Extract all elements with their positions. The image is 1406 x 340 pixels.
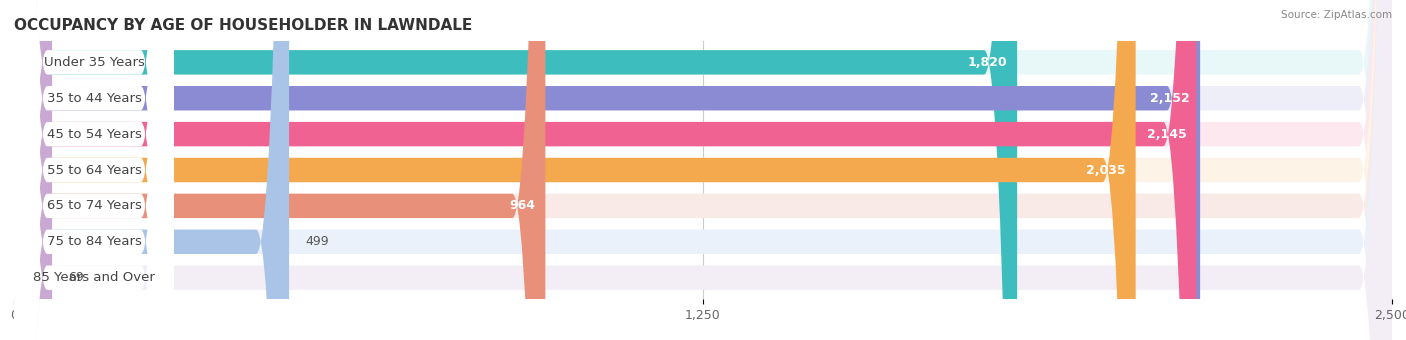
FancyBboxPatch shape xyxy=(14,0,1392,340)
Text: 75 to 84 Years: 75 to 84 Years xyxy=(46,235,142,248)
FancyBboxPatch shape xyxy=(14,0,1392,340)
FancyBboxPatch shape xyxy=(14,0,174,340)
FancyBboxPatch shape xyxy=(14,0,174,340)
Text: 69: 69 xyxy=(69,271,84,284)
Text: Under 35 Years: Under 35 Years xyxy=(44,56,145,69)
FancyBboxPatch shape xyxy=(14,0,1392,340)
Text: 499: 499 xyxy=(305,235,329,248)
FancyBboxPatch shape xyxy=(14,0,1017,340)
FancyBboxPatch shape xyxy=(14,0,1392,340)
Text: 2,152: 2,152 xyxy=(1150,92,1191,105)
Text: 964: 964 xyxy=(509,199,536,212)
FancyBboxPatch shape xyxy=(14,0,1136,340)
FancyBboxPatch shape xyxy=(14,0,174,340)
FancyBboxPatch shape xyxy=(14,0,1392,340)
FancyBboxPatch shape xyxy=(14,0,174,340)
FancyBboxPatch shape xyxy=(14,0,1197,340)
Text: 35 to 44 Years: 35 to 44 Years xyxy=(46,92,142,105)
Text: OCCUPANCY BY AGE OF HOUSEHOLDER IN LAWNDALE: OCCUPANCY BY AGE OF HOUSEHOLDER IN LAWND… xyxy=(14,18,472,33)
Text: 65 to 74 Years: 65 to 74 Years xyxy=(46,199,142,212)
FancyBboxPatch shape xyxy=(14,0,1392,340)
Text: 2,035: 2,035 xyxy=(1085,164,1126,176)
FancyBboxPatch shape xyxy=(14,0,290,340)
Text: 55 to 64 Years: 55 to 64 Years xyxy=(46,164,142,176)
FancyBboxPatch shape xyxy=(14,0,1392,340)
FancyBboxPatch shape xyxy=(14,0,174,340)
FancyBboxPatch shape xyxy=(14,0,546,340)
Text: 85 Years and Over: 85 Years and Over xyxy=(32,271,155,284)
FancyBboxPatch shape xyxy=(14,0,52,340)
Text: 2,145: 2,145 xyxy=(1147,128,1187,141)
Text: 45 to 54 Years: 45 to 54 Years xyxy=(46,128,142,141)
FancyBboxPatch shape xyxy=(14,0,174,340)
FancyBboxPatch shape xyxy=(14,0,174,340)
FancyBboxPatch shape xyxy=(14,0,1201,340)
Text: Source: ZipAtlas.com: Source: ZipAtlas.com xyxy=(1281,10,1392,20)
Text: 1,820: 1,820 xyxy=(967,56,1007,69)
